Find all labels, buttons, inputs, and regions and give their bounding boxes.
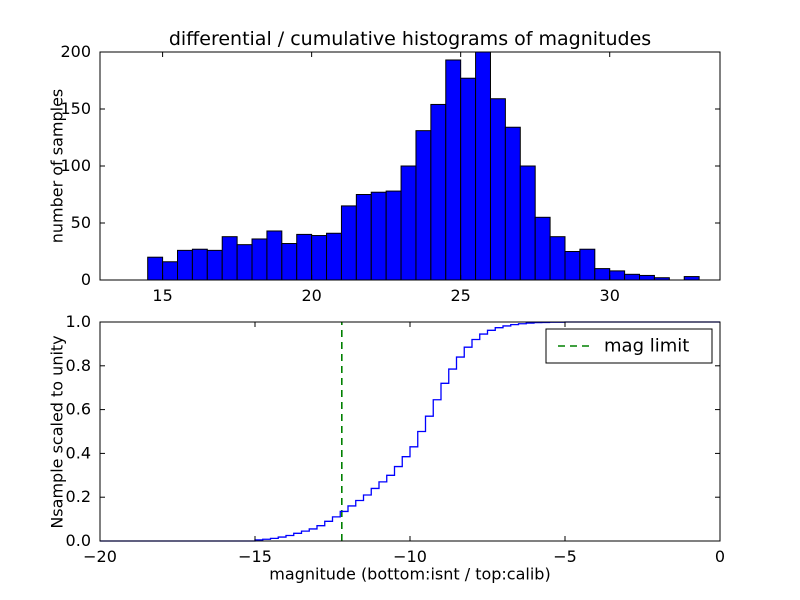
x-tick-label: 20 <box>301 286 321 305</box>
histogram-bar <box>609 270 626 281</box>
y-tick-label: 200 <box>60 42 91 61</box>
y-tick-label: 0.4 <box>66 443 91 462</box>
x-tick-label: −5 <box>553 547 577 566</box>
y-tick-label: 50 <box>71 213 91 232</box>
y-tick-label: 0.6 <box>66 400 91 419</box>
histogram-bar <box>460 77 477 281</box>
x-tick-label: 0 <box>715 547 725 566</box>
histogram-bar <box>191 248 208 281</box>
legend-entry-label: mag limit <box>604 335 690 357</box>
histogram-bar <box>549 236 566 281</box>
y-tick-label: 0.2 <box>66 487 91 506</box>
bottom-x-axis-label: magnitude (bottom:isnt / top:calib) <box>269 564 551 584</box>
axes-frame <box>99 51 721 281</box>
histogram-bar <box>385 190 402 281</box>
histogram-bar <box>370 191 387 281</box>
histogram-bar <box>236 244 253 281</box>
histogram-bar <box>177 249 193 281</box>
histogram-bar <box>504 126 521 281</box>
x-tick-label: −15 <box>238 547 272 566</box>
histogram-bar <box>624 273 641 281</box>
histogram-bar <box>683 276 700 281</box>
bottom-y-axis-label: Nsample scaled to unity <box>47 335 67 529</box>
y-tick-label: 1.0 <box>66 312 91 331</box>
histogram-bar <box>594 268 611 281</box>
histogram-bar <box>415 130 432 281</box>
x-tick-label: 25 <box>450 286 470 305</box>
y-tick-label: 100 <box>60 156 91 175</box>
histogram-bar <box>162 261 179 281</box>
cumulative-curve <box>100 321 720 542</box>
histogram-bar <box>579 248 596 281</box>
x-tick-label: −20 <box>83 547 117 566</box>
x-tick-label: −10 <box>393 547 427 566</box>
histogram-bar <box>147 256 164 281</box>
histogram-bar <box>266 230 283 281</box>
histogram-bar <box>489 98 506 281</box>
histogram-bar <box>400 165 417 281</box>
axes-frame <box>99 321 721 542</box>
histogram-bar <box>430 103 447 281</box>
histogram-bar <box>519 165 536 281</box>
histogram-bar <box>326 232 342 281</box>
histogram-bar <box>221 236 238 281</box>
chart-title: differential / cumulative histograms of … <box>168 28 652 50</box>
x-tick-label: 15 <box>152 286 172 305</box>
histogram-bar <box>355 194 372 281</box>
top-y-axis-label: number of samples <box>47 88 67 244</box>
histogram-bar <box>445 59 462 281</box>
histogram-bar <box>251 238 268 281</box>
y-tick-label: 0.8 <box>66 356 91 375</box>
histogram-bar <box>296 233 313 281</box>
y-tick-label: 0.0 <box>66 531 91 550</box>
histogram-bar <box>534 216 551 281</box>
histogram-bar <box>311 235 328 281</box>
y-tick-label: 0 <box>81 270 91 289</box>
histogram-bar <box>475 51 491 281</box>
x-tick-label: 30 <box>600 286 620 305</box>
histogram-bar <box>340 205 357 281</box>
y-tick-label: 150 <box>60 99 91 118</box>
histogram-bar <box>281 243 298 281</box>
histogram-bar <box>564 251 581 281</box>
histogram-bar <box>206 249 223 281</box>
histogram-bar <box>639 274 655 281</box>
